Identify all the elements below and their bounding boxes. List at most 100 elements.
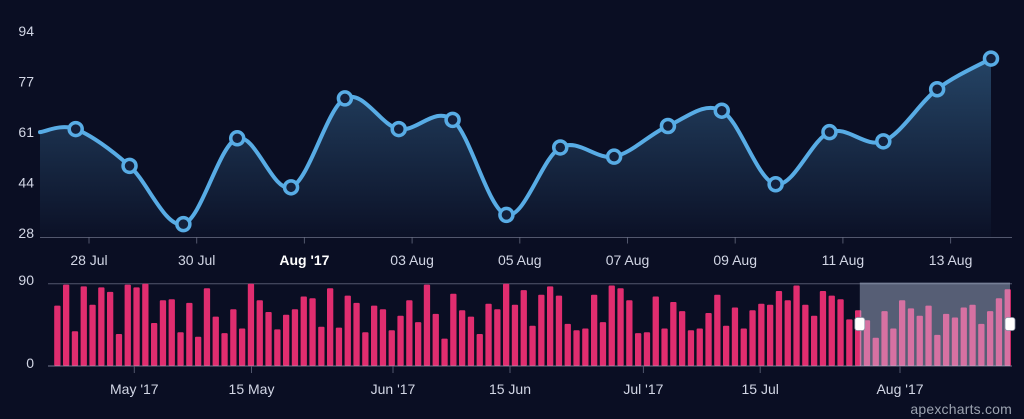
bar	[670, 302, 677, 366]
line-marker	[552, 139, 569, 156]
line-marker	[175, 215, 192, 233]
line-marker	[390, 120, 407, 138]
bar	[934, 334, 941, 366]
line-marker	[336, 90, 354, 107]
line-marker	[498, 206, 515, 224]
bar	[987, 311, 994, 366]
bar	[142, 283, 149, 366]
bar	[195, 336, 202, 366]
bar	[362, 332, 369, 366]
bar	[529, 325, 536, 366]
brush-selection[interactable]	[859, 282, 1010, 367]
bar	[679, 311, 686, 366]
bar	[485, 303, 492, 366]
bar	[115, 334, 123, 366]
y-axis-label: 0	[26, 355, 34, 371]
bar	[652, 296, 659, 366]
bar	[397, 315, 404, 366]
bar	[511, 304, 519, 366]
bar	[828, 295, 835, 366]
bar	[247, 283, 255, 366]
line-marker	[605, 148, 623, 165]
bar	[177, 332, 184, 366]
x-axis-label: 15 May	[229, 381, 275, 397]
bar	[98, 287, 105, 366]
bar	[159, 300, 167, 366]
line-marker	[821, 123, 838, 141]
bar	[811, 315, 818, 366]
bar	[925, 305, 932, 366]
bar	[230, 309, 237, 366]
apexcharts-watermark-link[interactable]: apexcharts.com	[910, 401, 1012, 417]
bar	[731, 307, 739, 366]
bar	[802, 304, 809, 366]
bar	[696, 328, 703, 366]
bar	[775, 291, 783, 366]
bar	[872, 337, 879, 366]
y-axis-label: 90	[18, 272, 34, 288]
brush-handle-right[interactable]	[1004, 317, 1016, 331]
bar	[591, 294, 598, 366]
bar	[617, 288, 624, 366]
bar	[608, 285, 615, 366]
x-axis-label: Jul '17	[623, 381, 663, 397]
x-axis-label: 11 Aug	[822, 252, 865, 268]
bar	[635, 333, 642, 366]
bar	[476, 334, 483, 366]
bar	[564, 323, 571, 366]
y-axis-label: 94	[18, 23, 34, 39]
bar	[793, 285, 800, 366]
bar	[388, 330, 395, 366]
x-axis-label: 07 Aug	[606, 252, 650, 268]
bar	[626, 300, 633, 366]
x-axis-label: 15 Jun	[489, 381, 531, 397]
bar	[916, 315, 923, 366]
bar	[819, 291, 827, 366]
bar	[520, 290, 527, 366]
bar	[749, 310, 756, 366]
bar	[239, 328, 246, 366]
bar	[371, 305, 378, 366]
bar	[995, 298, 1003, 366]
bar	[80, 286, 87, 366]
line-marker	[444, 111, 461, 129]
bar	[943, 313, 950, 366]
x-axis-label: 09 Aug	[713, 252, 757, 268]
bar	[89, 304, 96, 366]
bar	[423, 284, 431, 366]
x-axis-label: Jun '17	[371, 381, 416, 397]
bar	[415, 322, 422, 366]
line-marker	[928, 80, 946, 98]
bar	[547, 286, 554, 366]
y-axis-label: 44	[18, 175, 34, 191]
bar	[714, 294, 721, 366]
y-axis-label: 77	[18, 74, 34, 90]
bar	[256, 300, 263, 366]
x-axis-label: Aug '17	[279, 252, 329, 268]
line-marker	[875, 133, 892, 150]
bar	[291, 309, 299, 366]
bar	[221, 333, 228, 366]
bar	[168, 299, 175, 366]
bar	[740, 328, 747, 366]
bar	[432, 313, 439, 366]
bar	[441, 338, 448, 366]
bar	[335, 327, 343, 366]
bar	[582, 328, 589, 366]
bar	[573, 330, 580, 366]
bar	[599, 322, 607, 366]
brush-navigator-chart: May '17 15 May Jun '17 15 Jun Jul '17 15 Jul A…	[18, 272, 1016, 397]
bar	[353, 302, 360, 366]
bar	[951, 317, 959, 366]
x-axis-label: 03 Aug	[390, 252, 434, 268]
bar	[758, 303, 765, 366]
brush-handle-left[interactable]	[854, 317, 866, 331]
bar	[133, 287, 140, 366]
area-fill	[40, 58, 991, 237]
bar	[300, 296, 307, 366]
bar	[899, 300, 906, 366]
bar	[555, 295, 563, 366]
bar	[687, 330, 695, 366]
bar	[71, 331, 79, 366]
x-axis-label: 30 Jul	[178, 252, 215, 268]
